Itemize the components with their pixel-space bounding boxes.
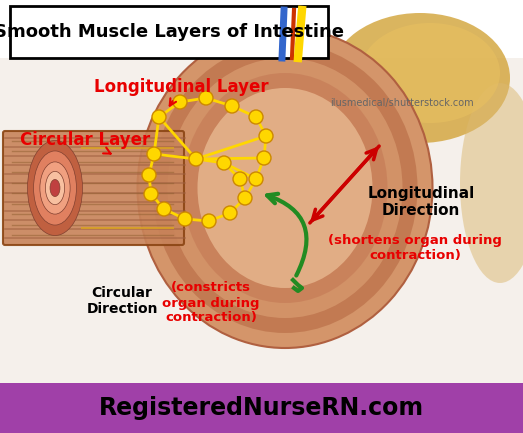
Text: (shortens organ during
contraction): (shortens organ during contraction) [328,234,502,262]
Circle shape [249,172,263,186]
Bar [0,58,523,383]
Ellipse shape [167,58,403,318]
Ellipse shape [183,73,388,303]
Circle shape [223,206,237,220]
Circle shape [217,156,231,170]
Text: (constricts
organ during
contraction): (constricts organ during contraction) [162,281,260,324]
Circle shape [189,152,203,166]
Ellipse shape [330,13,510,143]
Circle shape [199,91,213,105]
FancyArrowPatch shape [312,146,379,220]
Ellipse shape [28,140,83,236]
Text: Circular Layer: Circular Layer [20,131,150,154]
Ellipse shape [50,179,60,197]
Circle shape [233,172,247,186]
Text: ilusmedical/shutterstock.com: ilusmedical/shutterstock.com [330,98,474,108]
Ellipse shape [40,162,70,214]
Text: RegisteredNurseRN.com: RegisteredNurseRN.com [99,396,424,420]
Circle shape [257,151,271,165]
Bar [0,0,523,383]
Circle shape [238,191,252,205]
Ellipse shape [46,171,65,205]
Circle shape [152,110,166,124]
FancyBboxPatch shape [3,131,184,245]
Ellipse shape [153,43,417,333]
Circle shape [142,168,156,182]
FancyBboxPatch shape [10,6,328,58]
Circle shape [178,212,192,226]
Text: Longitudinal
Direction: Longitudinal Direction [367,186,475,218]
Circle shape [157,202,171,216]
Ellipse shape [33,151,76,225]
Ellipse shape [198,88,372,288]
Circle shape [249,110,263,124]
Circle shape [225,99,239,113]
FancyArrowPatch shape [267,194,306,275]
Ellipse shape [360,23,500,123]
Ellipse shape [138,28,433,348]
Text: Smooth Muscle Layers of Intestine: Smooth Muscle Layers of Intestine [0,23,344,41]
FancyArrowPatch shape [310,149,377,223]
Text: Circular
Direction: Circular Direction [86,286,158,316]
Circle shape [147,147,161,161]
Ellipse shape [460,83,523,283]
Circle shape [144,187,158,201]
Circle shape [173,95,187,109]
Bar [0,383,523,433]
Circle shape [202,214,216,228]
Text: Longitudinal Layer: Longitudinal Layer [94,78,269,106]
Circle shape [259,129,273,143]
